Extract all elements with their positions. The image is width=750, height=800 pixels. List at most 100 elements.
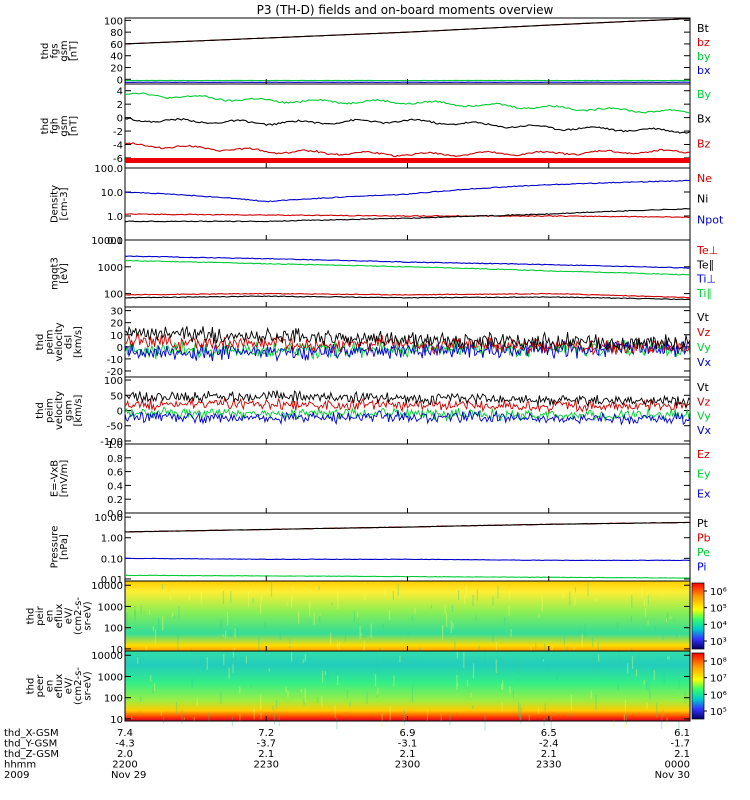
ylabel-line: [km/s]: [73, 326, 84, 358]
spectrogram-texture: [624, 699, 626, 714]
spectrogram-texture: [593, 666, 596, 675]
spectrogram-texture: [666, 611, 669, 622]
ylabel-line: thd: [35, 402, 46, 419]
spectrogram-texture: [631, 656, 634, 669]
spectrogram-texture: [370, 623, 372, 639]
ylabel-line: Density: [49, 185, 60, 223]
ylabel-line: velocity: [54, 391, 65, 430]
ylabel-line: gsm: [64, 400, 75, 421]
date-label: Nov 30: [655, 770, 690, 781]
spectrogram-texture: [538, 614, 540, 618]
ylabel-line: thd: [35, 334, 46, 351]
spectrogram-texture: [250, 589, 252, 593]
ylabel-line: [nT]: [68, 41, 79, 61]
spectrogram-texture: [635, 669, 638, 677]
ytick-label: -4: [113, 140, 123, 151]
axis-row-value: -3.1: [398, 739, 418, 750]
legend-fgs-bx: bx: [697, 64, 711, 77]
spectrogram-texture: [175, 702, 178, 715]
panel-frame: [124, 83, 691, 169]
spectrogram-texture: [484, 652, 486, 668]
ytick-label: 0: [117, 75, 123, 86]
spectrogram-texture: [264, 621, 266, 629]
axis-row-value: 2200: [112, 760, 137, 771]
spectrogram-texture: [670, 616, 672, 620]
spectrogram-texture: [457, 590, 460, 600]
legend-pressure-Pb: Pb: [697, 532, 711, 545]
panel-peimgsm: 100500-50-100thdpeimvelocitygsm[km/s]VtV…: [35, 376, 712, 448]
spectrogram-texture: [676, 634, 678, 639]
spectrogram-texture: [472, 663, 475, 679]
spectrogram-texture: [160, 711, 162, 716]
spectrogram-texture: [285, 687, 287, 693]
spectrogram-texture: [570, 694, 572, 711]
series-peimvel-Vt: [124, 325, 691, 352]
spectrogram-texture: [150, 675, 152, 682]
spectrogram-texture: [234, 628, 236, 638]
spectrogram-texture: [346, 690, 348, 698]
spectrogram-texture: [535, 643, 537, 655]
spectrogram-texture: [520, 715, 522, 725]
spectrogram-texture: [662, 635, 664, 641]
spectrogram-texture: [541, 596, 543, 612]
ytick-label: -2: [113, 127, 123, 138]
spectrogram-texture: [501, 684, 503, 689]
spectrogram-texture: [152, 686, 154, 694]
legend-peimvel-Vt: Vt: [697, 311, 710, 324]
spectrogram-texture: [304, 654, 306, 662]
spectrogram-texture: [563, 636, 566, 646]
spectrogram-texture: [441, 624, 444, 640]
fgh-red-bar: [125, 158, 690, 163]
spectrogram-texture: [411, 687, 413, 703]
axis-row-value: 2330: [536, 760, 561, 771]
spectrogram-texture: [337, 599, 339, 610]
spectrogram-texture: [145, 646, 148, 652]
ylabel-line: peim: [45, 398, 56, 423]
panel-density: 100.0 10.0 1.0 0.1 Density[cm-3] Ne Ni Npot: [49, 164, 724, 247]
spectrogram-texture: [329, 632, 332, 645]
spectrogram-texture: [595, 694, 597, 711]
spectrogram-texture: [543, 718, 545, 726]
ylabel-line: eflux: [54, 604, 65, 629]
ytick-label: 60: [110, 40, 123, 51]
legend-peimvel-Vy: Vy: [697, 341, 711, 354]
axis-row-value: 2.0: [117, 749, 133, 760]
spectrogram-texture: [399, 655, 401, 663]
ylabel-line: E=-VxB: [49, 460, 60, 497]
axis-row-value: -1.7: [670, 739, 690, 750]
spectrogram-texture: [544, 703, 546, 712]
spectrogram-texture: [158, 617, 160, 628]
spectrogram-texture: [140, 696, 142, 702]
spectrogram-texture: [152, 626, 154, 632]
spectrogram-texture: [154, 629, 157, 644]
spectrogram-texture: [475, 615, 477, 621]
ytick-label: 10000: [91, 651, 123, 662]
spectrogram-texture: [517, 658, 519, 674]
spectrogram-texture: [411, 615, 413, 621]
ytick-label: 0: [117, 407, 123, 418]
spectrogram-texture: [353, 610, 355, 623]
spectrogram-texture: [131, 715, 133, 720]
spectrogram-texture: [181, 709, 183, 724]
spectrogram-texture: [134, 606, 136, 616]
spectrogram-texture: [258, 638, 260, 654]
panel-efield: 1.0 0.8 0.6 0.4 0.2 0.0 E=-VxB[mV/m] Ez Ey Ex: [49, 440, 711, 520]
ytick-label: 0.6: [107, 468, 123, 479]
colorbar-label: 10⁷: [710, 674, 727, 685]
spectrogram-texture: [661, 593, 663, 597]
spectrogram-texture: [161, 583, 164, 590]
spectrogram-texture: [544, 643, 546, 653]
spectrogram-texture: [162, 616, 164, 631]
spectrogram-texture: [466, 679, 469, 686]
series-temp-Te∥: [124, 295, 691, 301]
ylabel-line: eV/: [64, 677, 75, 694]
spectrogram-texture: [661, 659, 663, 663]
series-density-Ne: [124, 213, 691, 219]
spectrogram-texture: [472, 705, 474, 709]
legend-peimgsm-Vt: Vt: [697, 381, 710, 394]
spectrogram-texture: [230, 632, 232, 637]
spectrogram-texture: [239, 686, 241, 693]
spectrogram-texture: [510, 629, 512, 637]
spectrogram-texture: [569, 591, 571, 606]
